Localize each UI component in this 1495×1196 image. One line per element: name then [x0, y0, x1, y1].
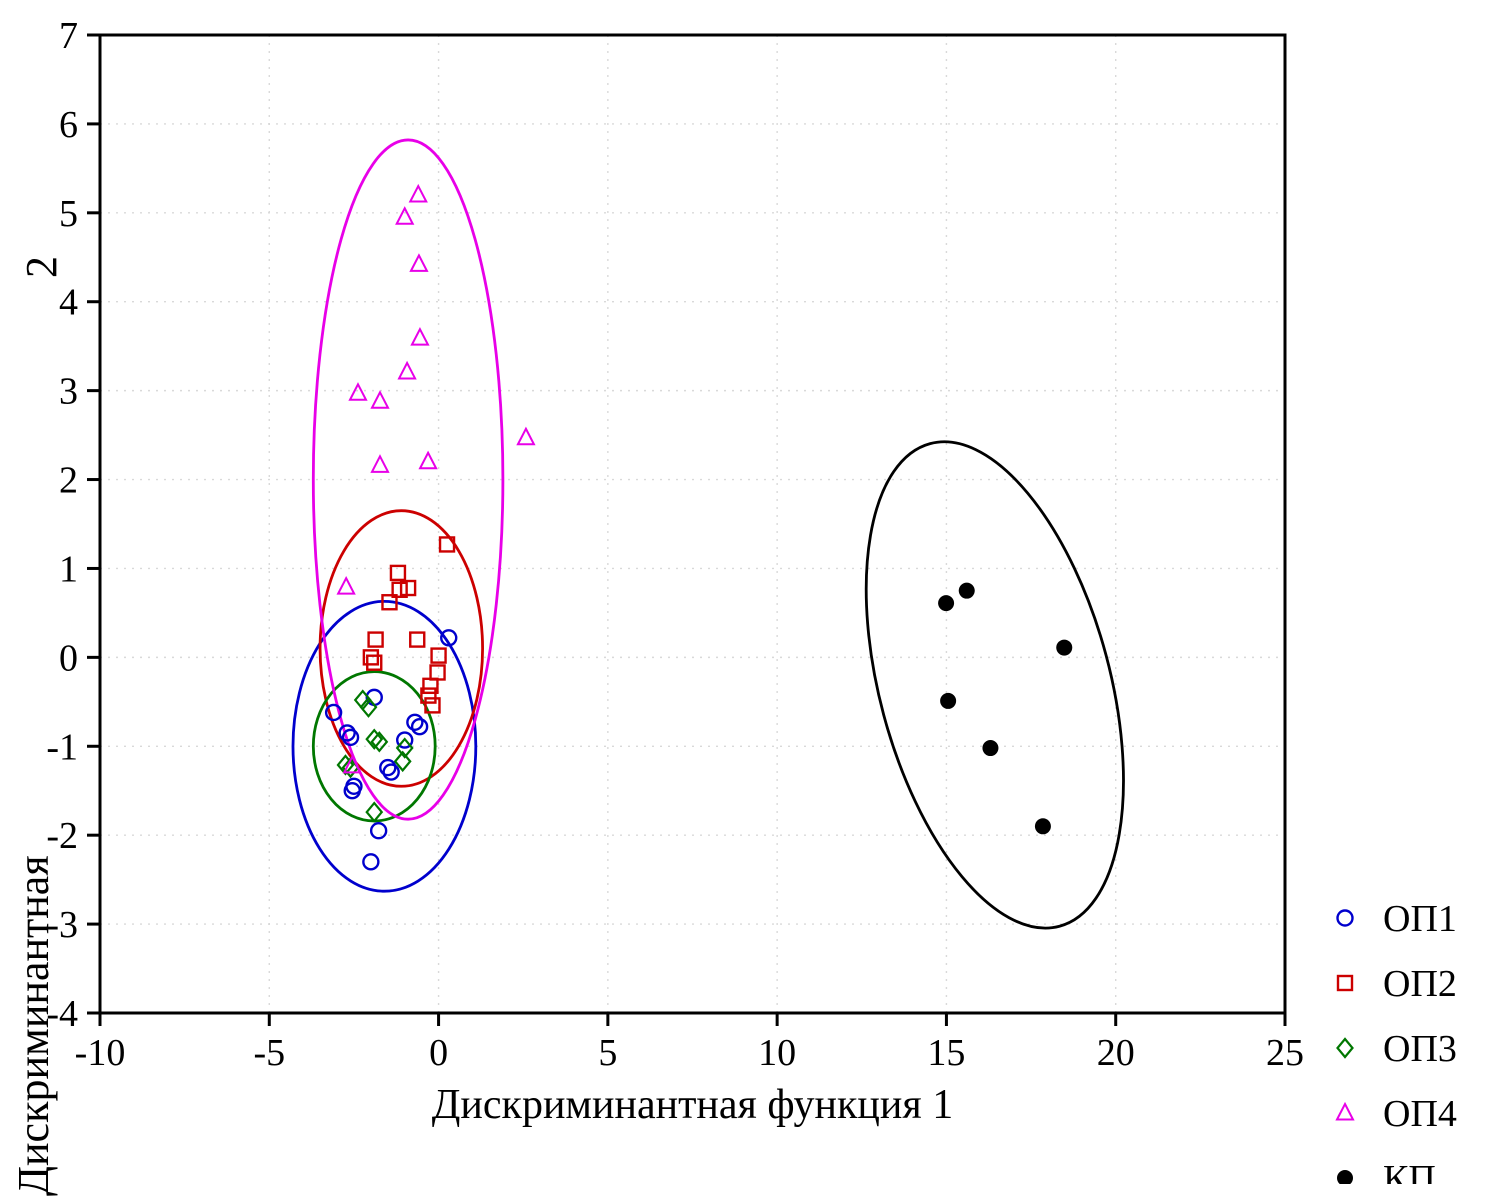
y-axis-label: Дискриминантная — [9, 855, 58, 1196]
legend-item-op3: ОП3 — [1336, 1028, 1457, 1070]
x-tick-label: 0 — [429, 1032, 448, 1074]
x-tick-label: 10 — [758, 1032, 796, 1074]
series-kp-points — [938, 582, 1073, 835]
legend-label: ОП2 — [1383, 963, 1457, 1005]
ellipse-kp — [864, 440, 1125, 930]
x-axis-label: Дискриминантная функция 1 — [432, 1082, 953, 1128]
y-tick-label: -4 — [46, 993, 78, 1035]
y-tick-label: 2 — [59, 460, 78, 502]
legend-label: КП — [1383, 1158, 1436, 1184]
ellipse-op2 — [318, 509, 484, 788]
legend-label: ОП3 — [1383, 1028, 1457, 1070]
legend-item-op2: ОП2 — [1336, 963, 1457, 1005]
series-op2-points — [362, 536, 456, 714]
legend-item-kp: КП — [1337, 1158, 1436, 1184]
y-tick-label: -3 — [46, 904, 78, 946]
y-tick-label: 0 — [59, 637, 78, 679]
ellipse-op4 — [311, 138, 505, 821]
x-tick-label: 5 — [598, 1032, 617, 1074]
ellipse-op1 — [291, 599, 478, 893]
y-tick-label: 3 — [59, 371, 78, 413]
y-tick-label: 6 — [59, 104, 78, 146]
legend-marker-circle-icon — [1337, 1170, 1353, 1184]
y-axis-label-number: 2 — [17, 256, 66, 278]
series-op1-points — [324, 629, 458, 871]
legend-marker-square-icon — [1336, 974, 1354, 992]
legend-label: ОП1 — [1383, 898, 1457, 940]
legend: ОП1 ОП2 ОП3 ОП4 КП — [1335, 898, 1457, 1184]
x-tick-label: 20 — [1097, 1032, 1135, 1074]
legend-marker-triangle-icon — [1335, 1101, 1355, 1121]
legend-item-op1: ОП1 — [1336, 898, 1457, 940]
x-tick-label: -10 — [75, 1032, 126, 1074]
confidence-ellipses — [291, 138, 1125, 930]
x-tick-label: 25 — [1266, 1032, 1304, 1074]
plot-frame — [98, 33, 1287, 1015]
gridlines — [99, 34, 1286, 1014]
series-op3-points — [336, 689, 414, 823]
legend-item-op4: ОП4 — [1335, 1093, 1457, 1135]
legend-label: ОП4 — [1383, 1093, 1457, 1135]
x-tick-label: 15 — [927, 1032, 965, 1074]
y-tick-label: 5 — [59, 193, 78, 235]
legend-marker-diamond-icon — [1336, 1037, 1354, 1059]
y-tick-label: 4 — [59, 282, 78, 324]
x-tick-label: -5 — [253, 1032, 285, 1074]
y-tick-label: -2 — [46, 815, 78, 857]
y-tick-label: -1 — [46, 726, 78, 768]
legend-marker-circle-icon — [1336, 909, 1354, 927]
y-tick-label: 7 — [59, 15, 78, 57]
y-tick-label: 1 — [59, 548, 78, 590]
series-op4-points — [336, 183, 536, 774]
